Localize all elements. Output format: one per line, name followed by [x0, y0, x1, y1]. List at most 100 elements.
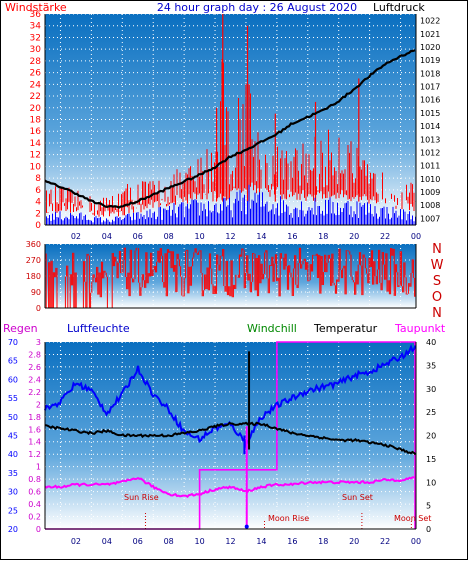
x-tick-label: 02	[71, 537, 81, 546]
direction-tick-label: 180	[26, 272, 41, 281]
x-tick-label: 06	[133, 537, 143, 546]
temperatur-tick-label: 35	[426, 361, 436, 370]
windstaerke-tick-label: 32	[30, 33, 41, 43]
temperatur-tick-label: 0	[426, 525, 431, 534]
x-tick-label: 00	[411, 537, 421, 546]
direction-tick-label: 270	[26, 256, 41, 265]
luftfeuchte-tick-label: 65	[8, 357, 18, 366]
x-tick-label: 00	[411, 232, 421, 241]
windstaerke-tick-label: 34	[30, 22, 42, 32]
luftdruck-tick-label: 1014	[420, 122, 440, 131]
x-tick-label: 04	[102, 232, 112, 241]
luftfeuchte-tick-label: 55	[8, 394, 18, 403]
temperatur-tick-label: 40	[426, 338, 436, 347]
x-tick-label: 02	[71, 232, 81, 241]
graph-day-title: 24 hour graph day : 26 August 2020	[157, 1, 357, 14]
x-tick-label: 16	[287, 537, 297, 546]
regen-tick-label: 1.2	[28, 450, 41, 459]
compass-o: O	[432, 290, 442, 305]
luftdruck-tick-label: 1010	[420, 175, 440, 184]
compass-s: S	[433, 274, 441, 289]
moon-rise-label: Moon Rise	[268, 514, 309, 523]
luftfeuchte-tick-label: 30	[8, 488, 18, 497]
luftdruck-tick-label: 1009	[420, 188, 440, 197]
luftdruck-tick-label: 1012	[420, 148, 440, 157]
luftdruck-tick-label: 1015	[420, 109, 440, 118]
luftdruck-tick-label: 1016	[420, 96, 440, 105]
windstaerke-tick-label: 6	[35, 186, 41, 196]
luftfeuchte-tick-label: 60	[8, 375, 18, 384]
luftfeuchte-tick-label: 70	[8, 338, 18, 347]
panel-3-plot	[45, 342, 416, 529]
temperatur-tick-label: 25	[426, 408, 436, 417]
luftfeuchte-tick-label: 45	[8, 432, 18, 441]
luftfeuchte-tick-label: 40	[8, 450, 18, 459]
direction-tick-label: 360	[26, 240, 41, 249]
luftfeuchte-min-marker	[244, 524, 249, 529]
luftdruck-tick-label: 1007	[420, 214, 440, 223]
x-tick-label: 06	[133, 232, 143, 241]
regen-tick-label: 2.4	[28, 375, 41, 384]
x-tick-label: 14	[256, 232, 266, 241]
luftdruck-tick-label: 1013	[420, 135, 440, 144]
temperatur-series	[44, 421, 417, 456]
direction-tick-label: 90	[31, 288, 41, 297]
temperatur-tick-label: 10	[426, 478, 436, 487]
regen-tick-label: 0.8	[28, 475, 41, 484]
temperatur-title: Temperatur	[313, 322, 378, 335]
x-tick-label: 10	[194, 232, 204, 241]
temperatur-tick-label: 15	[426, 455, 436, 464]
windstaerke-tick-label: 16	[30, 127, 42, 137]
panel-2-axes: 0 90 180 270 360	[26, 240, 417, 313]
regen-tick-label: 1.6	[28, 425, 41, 434]
regen-tick-label: 0.2	[28, 513, 41, 522]
luftfeuchte-tick-label: 35	[8, 469, 18, 478]
luftdruck-tick-label: 1011	[420, 162, 440, 171]
x-tick-label: 12	[225, 537, 235, 546]
regen-tick-label: 1	[36, 463, 41, 472]
panel-3-axes: 202530354045505560657000.20.40.60.811.21…	[8, 338, 436, 546]
windstaerke-tick-label: 24	[30, 80, 42, 90]
windstaerke-tick-label: 10	[30, 162, 42, 172]
regen-tick-label: 2.6	[28, 363, 41, 372]
x-tick-label: 20	[349, 232, 359, 241]
windstaerke-title: Windstärke	[5, 1, 67, 14]
x-tick-label: 10	[194, 537, 204, 546]
regen-tick-label: 0	[36, 525, 41, 534]
windstaerke-tick-label: 28	[30, 57, 42, 67]
regen-tick-label: 3	[36, 338, 41, 347]
regen-tick-label: 0.6	[28, 488, 41, 497]
windstaerke-tick-label: 4	[35, 198, 41, 208]
luftdruck-tick-label: 1019	[420, 56, 440, 65]
x-tick-label: 04	[102, 537, 112, 546]
luftfeuchte-title: Luftfeuchte	[67, 322, 130, 335]
panel-1-axes: 0246810121416182022242628303234361007100…	[30, 10, 441, 241]
x-tick-label: 18	[318, 537, 328, 546]
windstaerke-tick-label: 8	[35, 174, 41, 184]
x-tick-label: 14	[256, 537, 266, 546]
regen-tick-label: 0.4	[28, 500, 41, 509]
x-tick-label: 18	[318, 232, 328, 241]
sun-rise-label: Sun Rise	[124, 493, 159, 502]
luftdruck-title: Luftdruck	[373, 1, 425, 14]
sun-set-label: Sun Set	[342, 493, 373, 502]
windstaerke-tick-label: 26	[30, 69, 42, 79]
windstaerke-tick-label: 22	[30, 92, 41, 102]
direction-tick-label: 0	[36, 304, 41, 313]
regen-tick-label: 2	[36, 400, 41, 409]
luftdruck-tick-label: 1018	[420, 69, 440, 78]
luftdruck-series	[44, 49, 416, 209]
regen-tick-label: 1.8	[28, 413, 41, 422]
luftdruck-tick-label: 1017	[420, 83, 440, 92]
luftfeuchte-tick-label: 20	[8, 525, 18, 534]
temperatur-tick-label: 5	[426, 502, 431, 511]
taupunkt-series	[44, 476, 416, 498]
windstaerke-tick-label: 36	[30, 10, 42, 20]
windchill-title: Windchill	[247, 322, 297, 335]
compass-n-top: N	[432, 242, 442, 257]
windstaerke-tick-label: 18	[30, 116, 42, 126]
temperatur-tick-label: 20	[426, 432, 436, 441]
windstaerke-tick-label: 2	[35, 209, 41, 219]
